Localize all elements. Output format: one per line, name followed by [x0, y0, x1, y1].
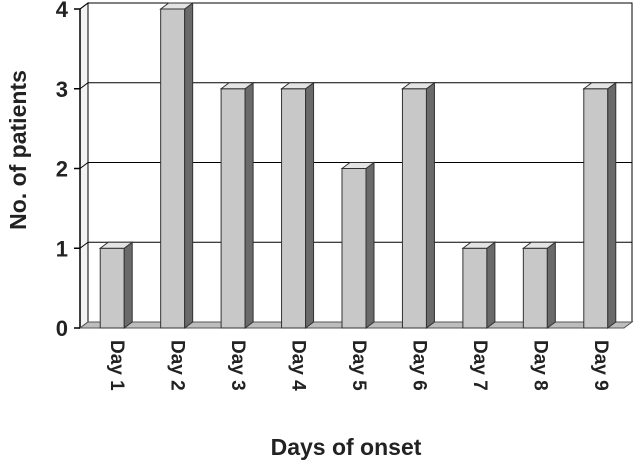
- y-tick-label: 2: [56, 157, 68, 182]
- bar-side: [365, 161, 375, 329]
- bar-top: [98, 241, 134, 249]
- y-axis-title: No. of patients: [5, 70, 31, 230]
- bar-top: [219, 82, 255, 90]
- bar-front: [583, 88, 609, 329]
- bar-side: [607, 81, 617, 329]
- bar: [521, 241, 557, 329]
- bar-top: [340, 162, 376, 169]
- bar-side: [546, 241, 556, 329]
- bar-top: [280, 82, 316, 90]
- x-tick-label: Day 3: [227, 340, 248, 391]
- bar-side: [184, 2, 194, 329]
- bars: [98, 2, 618, 329]
- bar-side: [486, 241, 496, 329]
- y-tick-label: 4: [56, 0, 69, 22]
- bar-top: [582, 82, 618, 90]
- bar-front: [281, 88, 307, 329]
- bar-front: [160, 8, 186, 329]
- x-tick-label: Day 8: [529, 340, 550, 391]
- bar-front: [522, 247, 548, 329]
- bar-front: [462, 247, 488, 329]
- gridline-depth: [79, 2, 89, 10]
- bar-top: [159, 2, 195, 10]
- bar-top: [461, 241, 497, 249]
- bar: [280, 81, 316, 329]
- y-tick-label: 1: [56, 236, 68, 261]
- y-tick-label: 3: [56, 77, 68, 102]
- bar-side: [244, 81, 254, 329]
- bar: [159, 2, 195, 329]
- bar-front: [401, 88, 427, 329]
- x-tick-label: Day 1: [106, 340, 127, 391]
- y-tick-labels: 0 1 2 3 4: [56, 0, 80, 341]
- bar: [400, 81, 436, 329]
- x-axis-title: Days of onset: [271, 434, 422, 460]
- gridline-depth: [79, 241, 89, 249]
- x-tick-label: Day 5: [348, 340, 369, 391]
- x-tick-label: Day 6: [408, 340, 429, 391]
- x-tick-labels: Day 1 Day 2 Day 3 Day 4 Day 5 Day 6 Day 7 Day 8…: [106, 340, 611, 391]
- gridline-depth: [79, 162, 89, 169]
- bar: [98, 241, 134, 329]
- bar: [219, 81, 255, 329]
- y-tick-label: 0: [56, 316, 68, 341]
- x-tick-label: Day 4: [288, 340, 309, 391]
- x-tick-label: Day 2: [167, 340, 188, 391]
- bar-front: [341, 168, 367, 329]
- gridline-depth: [79, 82, 89, 90]
- bar-side: [305, 81, 315, 329]
- bar: [340, 161, 376, 329]
- bar-front: [99, 247, 125, 329]
- bar: [582, 81, 618, 329]
- bar-top: [521, 241, 557, 249]
- bar-side: [425, 81, 435, 329]
- x-tick-label: Day 7: [469, 340, 490, 391]
- bar-side: [123, 241, 133, 329]
- bar-front: [220, 88, 246, 329]
- bar: [461, 241, 497, 329]
- bar-top: [400, 82, 436, 90]
- x-tick-label: Day 9: [590, 340, 611, 391]
